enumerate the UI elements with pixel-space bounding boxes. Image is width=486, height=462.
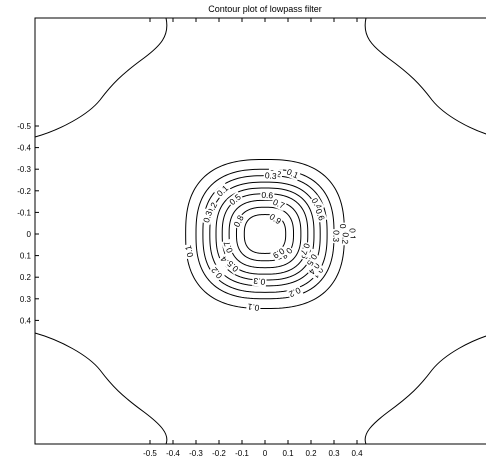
contour-label-background bbox=[230, 212, 247, 230]
contour-label: 0.1 bbox=[183, 244, 196, 258]
y-tick-label: -0.4 bbox=[17, 144, 31, 153]
contour-label-background bbox=[221, 238, 236, 256]
contour-label-background bbox=[331, 229, 342, 244]
contour-label: 0.7 bbox=[298, 242, 312, 257]
contour-label-background bbox=[213, 182, 231, 200]
contour-label-background bbox=[270, 196, 288, 212]
x-tick-label: -0.2 bbox=[212, 449, 226, 458]
corner-contour-top-left bbox=[34, 17, 168, 138]
plot-frame bbox=[34, 17, 486, 445]
contour-label-background bbox=[340, 231, 351, 246]
contour-label-background bbox=[284, 166, 301, 181]
contour-label-background bbox=[260, 189, 275, 201]
y-tick-label: -0.1 bbox=[17, 208, 31, 217]
contour-label: 0.1 bbox=[285, 167, 300, 181]
contour-level-0.1 bbox=[185, 158, 345, 310]
corner-contour-bottom-left bbox=[34, 332, 168, 445]
contour-label-background bbox=[270, 245, 288, 262]
y-tick-label: -0.5 bbox=[17, 122, 31, 131]
x-tick-label: -0.4 bbox=[166, 449, 180, 458]
x-tick-label: 0.1 bbox=[282, 449, 294, 458]
corner-contours bbox=[34, 17, 486, 445]
x-axis-tick-labels: -0.5 -0.4 -0.3 -0.2 -0.1 0 0.1 0.2 0.3 0.4 bbox=[143, 449, 363, 458]
y-tick-label: 0.1 bbox=[20, 252, 32, 261]
contour-label: 0.1 bbox=[347, 228, 357, 240]
contour-label-background bbox=[224, 257, 242, 275]
chart-title: Contour plot of lowpass filter bbox=[208, 4, 322, 14]
contour-level-0.4 bbox=[209, 181, 321, 287]
contour-label: 0.2 bbox=[340, 232, 351, 245]
contour-label-background bbox=[313, 206, 328, 223]
contour-label-background bbox=[208, 264, 226, 282]
y-tick-label: 0.3 bbox=[20, 295, 32, 304]
contour-label-background bbox=[226, 191, 244, 208]
x-tick-label: 0.3 bbox=[328, 449, 340, 458]
x-tick-label: -0.5 bbox=[143, 449, 157, 458]
contour-label-background bbox=[306, 260, 323, 278]
x-tick-label: 0.4 bbox=[351, 449, 363, 458]
contour-label: 0.3 bbox=[331, 230, 341, 242]
contour-label-background bbox=[309, 264, 327, 282]
contour-label-background bbox=[266, 210, 284, 227]
contour-labels: 0.10.10.10.10.10.10.20.20.20.20.20.30.30… bbox=[182, 166, 358, 314]
corner-contour-bottom-right bbox=[364, 335, 486, 445]
contour-level-0.6 bbox=[221, 193, 309, 275]
contour-label-background bbox=[245, 301, 262, 314]
y-tick-label: 0.4 bbox=[20, 316, 32, 325]
x-tick-label: -0.3 bbox=[189, 449, 203, 458]
contour-label-background bbox=[304, 251, 320, 269]
x-tick-label: 0 bbox=[263, 449, 268, 458]
contour-label-background bbox=[251, 275, 267, 288]
contour-label-background bbox=[286, 284, 304, 300]
contour-level-0.2 bbox=[195, 168, 335, 300]
contour-label: 0.7 bbox=[271, 197, 286, 211]
contour-label: 0.3 bbox=[201, 209, 214, 224]
contour-label: 0.2 bbox=[338, 223, 349, 236]
contour-label: 0.1 bbox=[247, 302, 260, 314]
x-tick-label: 0.2 bbox=[305, 449, 317, 458]
contour-level-0.5 bbox=[215, 187, 315, 281]
contour-label: 0.7 bbox=[221, 239, 235, 254]
y-axis-tick-labels: -0.5 -0.4 -0.3 -0.2 -0.1 0 0.1 0.2 0.3 0.4 bbox=[17, 122, 31, 325]
contour-label: 0.6 bbox=[261, 190, 274, 201]
contour-label-background bbox=[200, 208, 215, 225]
contour-level-0.3 bbox=[202, 175, 328, 293]
x-tick-label: -0.1 bbox=[235, 449, 249, 458]
contour-label: 0.3 bbox=[264, 170, 277, 181]
y-tick-label: -0.2 bbox=[17, 187, 31, 196]
contour-label: 0.3 bbox=[253, 276, 266, 287]
contour-label-background bbox=[263, 170, 279, 182]
contour-label-background bbox=[182, 243, 196, 260]
contour-label: 0.8 bbox=[231, 213, 245, 228]
contour-label-background bbox=[298, 240, 313, 258]
y-tick-label: 0 bbox=[27, 230, 32, 239]
corner-contour-top-right bbox=[364, 17, 486, 135]
y-tick-label: -0.3 bbox=[17, 165, 31, 174]
tick-marks bbox=[35, 18, 358, 444]
contour-label: 0.2 bbox=[287, 285, 302, 299]
y-tick-label: 0.2 bbox=[20, 273, 32, 282]
contour-label: 0.6 bbox=[313, 207, 327, 222]
